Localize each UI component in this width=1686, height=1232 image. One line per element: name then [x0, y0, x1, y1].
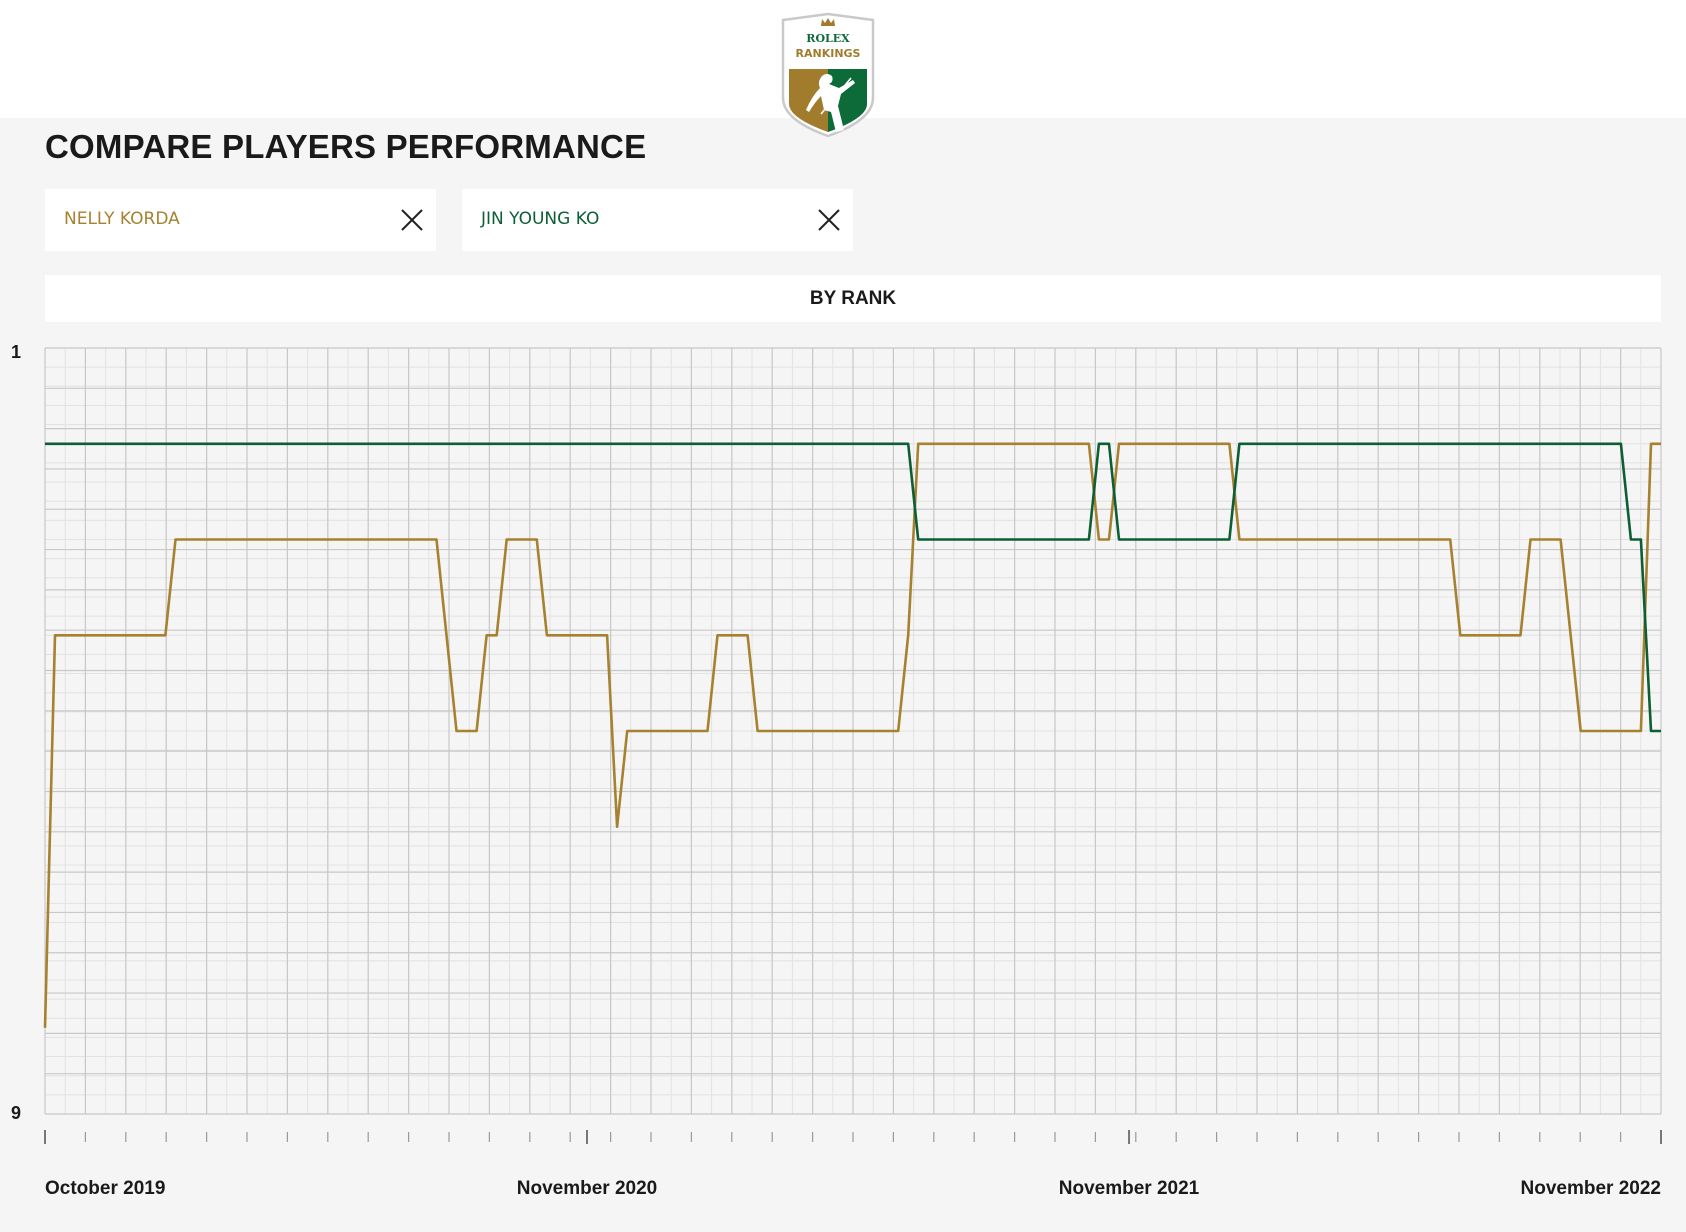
chart-grid	[44, 347, 1662, 1115]
mode-label: BY RANK	[809, 287, 897, 309]
rank-chart: 1 9 October 2019 November 2020 November 2021…	[11, 342, 1662, 1199]
player-2-name: JIN YOUNG KO	[481, 209, 600, 229]
x-axis-ticks	[44, 1130, 1662, 1144]
y-tick-label-top: 1	[11, 342, 21, 362]
player-chip-2[interactable]: JIN YOUNG KO	[462, 189, 853, 251]
chart-series	[43, 442, 1661, 1028]
player-1-name: NELLY KORDA	[64, 209, 180, 229]
axis-labels: 1 9 October 2019 November 2020 November 2021…	[11, 342, 1661, 1199]
x-tick-label: November 2022	[1521, 1178, 1661, 1199]
golfer-shield-icon	[789, 69, 867, 132]
crown-icon	[821, 18, 835, 26]
logo-top-text: ROLEX	[806, 32, 850, 45]
x-tick-label: October 2019	[45, 1178, 165, 1199]
series-line-1	[43, 442, 1661, 1028]
y-tick-label-bottom: 9	[11, 1103, 21, 1123]
x-tick-label: November 2021	[1059, 1178, 1200, 1199]
close-icon[interactable]	[815, 206, 843, 234]
logo-bottom-text: RANKINGS	[796, 47, 861, 60]
rank-mode-toggle[interactable]: BY RANK	[45, 275, 1661, 322]
series-line-2	[45, 442, 1661, 733]
rolex-rankings-logo[interactable]: ROLEX RANKINGS	[778, 12, 878, 138]
close-icon[interactable]	[398, 206, 426, 234]
page-title: COMPARE PLAYERS PERFORMANCE	[45, 128, 647, 165]
x-tick-label: November 2020	[517, 1178, 657, 1199]
player-chip-1[interactable]: NELLY KORDA	[45, 189, 436, 251]
